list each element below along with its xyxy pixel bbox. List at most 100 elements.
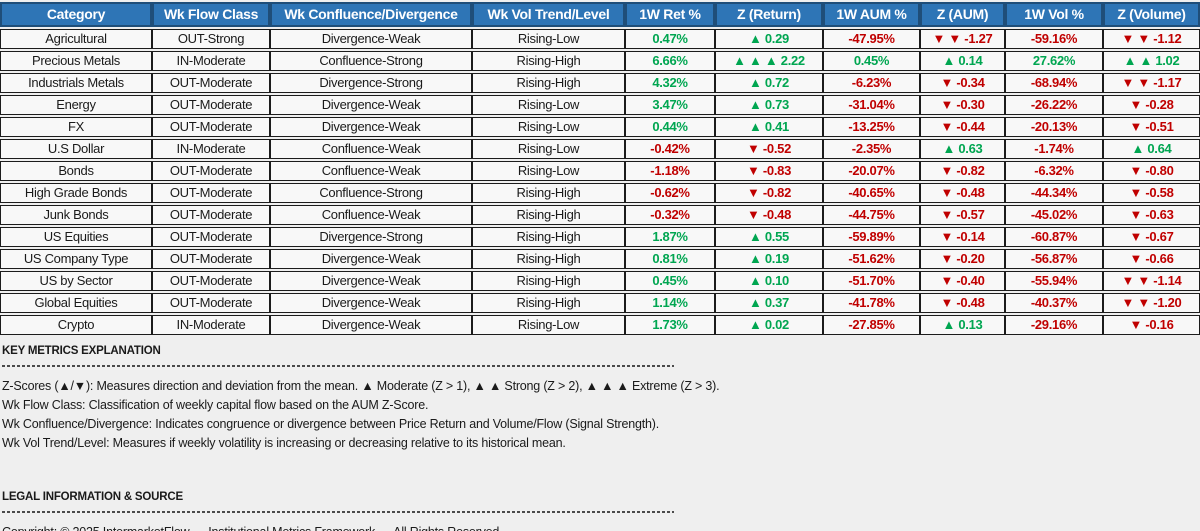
cell-ret-pct: 1.14% xyxy=(625,293,715,313)
table-row: Precious Metals IN-Moderate Confluence-Str… xyxy=(0,51,1200,71)
cell-z-volume: ▼ -0.51 xyxy=(1103,117,1200,137)
cell-flow-class: OUT-Moderate xyxy=(152,227,270,247)
cell-flow-class: IN-Moderate xyxy=(152,139,270,159)
cell-aum-pct: -51.70% xyxy=(823,271,920,291)
cell-z-aum: ▼ -0.14 xyxy=(920,227,1005,247)
cell-ret-pct: 1.73% xyxy=(625,315,715,335)
cell-aum-pct: 0.45% xyxy=(823,51,920,71)
cell-ret-pct: 1.87% xyxy=(625,227,715,247)
text-line: Wk Vol Trend/Level: Measures if weekly v… xyxy=(2,436,566,450)
cell-flow-class: IN-Moderate xyxy=(152,51,270,71)
cell-z-aum: ▲ 0.63 xyxy=(920,139,1005,159)
cell-vol-pct: 27.62% xyxy=(1005,51,1103,71)
cell-ret-pct: -1.18% xyxy=(625,161,715,181)
table-row: US by Sector OUT-Moderate Divergence-Weak R… xyxy=(0,271,1200,291)
cell-aum-pct: -51.62% xyxy=(823,249,920,269)
cell-flow-class: OUT-Moderate xyxy=(152,249,270,269)
cell-category: Industrials Metals xyxy=(0,73,152,93)
cell-vol-pct: -55.94% xyxy=(1005,271,1103,291)
cell-vol-pct: -59.16% xyxy=(1005,29,1103,49)
key-metrics-lines: Z-Scores (▲/▼): Measures direction and d… xyxy=(2,377,1200,453)
notes-area: KEY METRICS EXPLANATION Z-Scores (▲/▼): … xyxy=(0,337,1200,531)
cell-ret-pct: -0.42% xyxy=(625,139,715,159)
col-header-z-aum: Z (AUM) xyxy=(920,2,1005,27)
header-row: Category Wk Flow Class Wk Confluence/Div… xyxy=(0,2,1200,27)
cell-z-return: ▲ 0.72 xyxy=(715,73,823,93)
cell-vol-pct: -26.22% xyxy=(1005,95,1103,115)
cell-z-volume: ▼ -0.16 xyxy=(1103,315,1200,335)
cell-z-volume: ▼ -0.28 xyxy=(1103,95,1200,115)
cell-z-aum: ▼ -0.48 xyxy=(920,293,1005,313)
cell-category: FX xyxy=(0,117,152,137)
cell-z-return: ▲ 0.37 xyxy=(715,293,823,313)
cell-z-return: ▼ -0.52 xyxy=(715,139,823,159)
cell-ret-pct: 0.44% xyxy=(625,117,715,137)
cell-z-volume: ▲ ▲ 1.02 xyxy=(1103,51,1200,71)
cell-ret-pct: 4.32% xyxy=(625,73,715,93)
cell-z-return: ▲ 0.02 xyxy=(715,315,823,335)
section-gap xyxy=(2,453,1200,487)
cell-confluence: Divergence-Weak xyxy=(270,271,472,291)
cell-confluence: Divergence-Weak xyxy=(270,117,472,137)
table-row: FX OUT-Moderate Divergence-Weak Rising-Low 0… xyxy=(0,117,1200,137)
col-header-z-return: Z (Return) xyxy=(715,2,823,27)
cell-confluence: Confluence-Strong xyxy=(270,51,472,71)
cell-flow-class: OUT-Moderate xyxy=(152,293,270,313)
cell-z-aum: ▼ -0.20 xyxy=(920,249,1005,269)
cell-category: Precious Metals xyxy=(0,51,152,71)
cell-z-aum: ▲ 0.13 xyxy=(920,315,1005,335)
cell-z-volume: ▲ 0.64 xyxy=(1103,139,1200,159)
cell-vol-pct: -44.34% xyxy=(1005,183,1103,203)
cell-aum-pct: -2.35% xyxy=(823,139,920,159)
cell-z-aum: ▼ ▼ -1.27 xyxy=(920,29,1005,49)
cell-category: Agricultural xyxy=(0,29,152,49)
cell-z-aum: ▼ -0.48 xyxy=(920,183,1005,203)
cell-vol-trend: Rising-Low xyxy=(472,161,625,181)
cell-vol-trend: Rising-Low xyxy=(472,117,625,137)
table-row: US Equities OUT-Moderate Divergence-Strong… xyxy=(0,227,1200,247)
cell-ret-pct: 0.47% xyxy=(625,29,715,49)
cell-vol-trend: Rising-High xyxy=(472,183,625,203)
table-row: Global Equities OUT-Moderate Divergence-We… xyxy=(0,293,1200,313)
cell-z-return: ▲ 0.73 xyxy=(715,95,823,115)
cell-vol-pct: -40.37% xyxy=(1005,293,1103,313)
cell-vol-trend: Rising-Low xyxy=(472,139,625,159)
cell-z-return: ▲ 0.10 xyxy=(715,271,823,291)
cell-z-aum: ▼ -0.82 xyxy=(920,161,1005,181)
cell-ret-pct: 3.47% xyxy=(625,95,715,115)
cell-z-return: ▼ -0.48 xyxy=(715,205,823,225)
cell-vol-trend: Rising-High xyxy=(472,227,625,247)
cell-aum-pct: -44.75% xyxy=(823,205,920,225)
table-row: Junk Bonds OUT-Moderate Confluence-Weak Ris… xyxy=(0,205,1200,225)
col-header-flow-class: Wk Flow Class xyxy=(152,2,270,27)
cell-z-return: ▲ 0.29 xyxy=(715,29,823,49)
cell-confluence: Divergence-Weak xyxy=(270,249,472,269)
table-row: Crypto IN-Moderate Divergence-Weak Rising-L… xyxy=(0,315,1200,335)
cell-category: US Company Type xyxy=(0,249,152,269)
cell-z-volume: ▼ ▼ -1.14 xyxy=(1103,271,1200,291)
table-row: Agricultural OUT-Strong Divergence-Weak Ris… xyxy=(0,29,1200,49)
cell-vol-trend: Rising-High xyxy=(472,293,625,313)
cell-vol-pct: -60.87% xyxy=(1005,227,1103,247)
cell-category: Crypto xyxy=(0,315,152,335)
cell-vol-pct: -29.16% xyxy=(1005,315,1103,335)
cell-z-aum: ▼ -0.34 xyxy=(920,73,1005,93)
cell-ret-pct: -0.62% xyxy=(625,183,715,203)
cell-confluence: Divergence-Weak xyxy=(270,315,472,335)
dashed-separator xyxy=(2,511,674,513)
cell-aum-pct: -31.04% xyxy=(823,95,920,115)
cell-vol-pct: -20.13% xyxy=(1005,117,1103,137)
cell-category: High Grade Bonds xyxy=(0,183,152,203)
table-row: High Grade Bonds OUT-Moderate Confluence-S… xyxy=(0,183,1200,203)
cell-z-aum: ▼ -0.57 xyxy=(920,205,1005,225)
cell-z-volume: ▼ -0.66 xyxy=(1103,249,1200,269)
text-line: Copyright: © 2025 IntermarketFlow — Inst… xyxy=(2,523,1200,531)
cell-ret-pct: 6.66% xyxy=(625,51,715,71)
cell-z-volume: ▼ -0.58 xyxy=(1103,183,1200,203)
cell-flow-class: IN-Moderate xyxy=(152,315,270,335)
cell-confluence: Confluence-Weak xyxy=(270,139,472,159)
text-line: Wk Confluence/Divergence: Indicates cong… xyxy=(2,417,660,431)
cell-vol-pct: -1.74% xyxy=(1005,139,1103,159)
cell-aum-pct: -20.07% xyxy=(823,161,920,181)
cell-vol-trend: Rising-High xyxy=(472,271,625,291)
